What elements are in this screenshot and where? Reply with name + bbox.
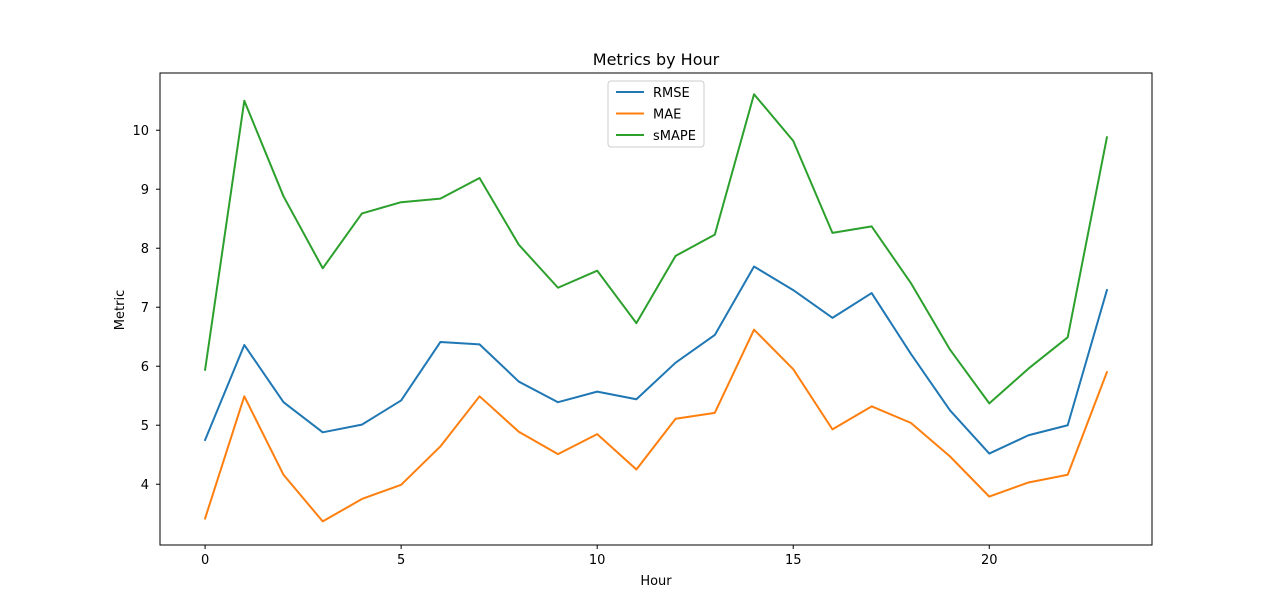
y-tick-label: 9 xyxy=(141,183,149,198)
legend: RMSE MAE sMAPE xyxy=(607,80,705,148)
axes-frame xyxy=(159,72,1153,546)
series-line-rmse xyxy=(203,265,1109,455)
y-tick-label: 10 xyxy=(132,124,149,139)
legend-box xyxy=(607,80,705,148)
x-tick-label: 15 xyxy=(785,553,802,568)
y-tick-label: 5 xyxy=(141,419,149,434)
ticks-layer: 0 5 10 15 20 4 5 6 7 8 9 10 xyxy=(132,124,997,568)
x-tick-label: 5 xyxy=(397,553,405,568)
y-tick-label: 7 xyxy=(141,301,149,316)
plot-area xyxy=(160,73,1152,545)
y-tick-label: 8 xyxy=(141,242,149,257)
legend-label: MAE xyxy=(653,108,681,123)
series-line-mae xyxy=(203,328,1109,523)
series-line-smape xyxy=(203,93,1109,405)
legend-label: sMAPE xyxy=(653,129,696,144)
x-tick-label: 20 xyxy=(981,553,998,568)
chart-title: Metrics by Hour xyxy=(593,50,720,69)
x-tick-label: 0 xyxy=(201,553,209,568)
y-tick-label: 4 xyxy=(141,478,149,493)
x-axis-title: Hour xyxy=(640,574,672,589)
x-tick-label: 10 xyxy=(589,553,606,568)
y-axis-title: Metric xyxy=(113,290,128,330)
axes-background xyxy=(160,73,1152,545)
legend-label: RMSE xyxy=(653,86,690,101)
y-tick-label: 6 xyxy=(141,360,149,375)
series-layer xyxy=(203,93,1109,523)
